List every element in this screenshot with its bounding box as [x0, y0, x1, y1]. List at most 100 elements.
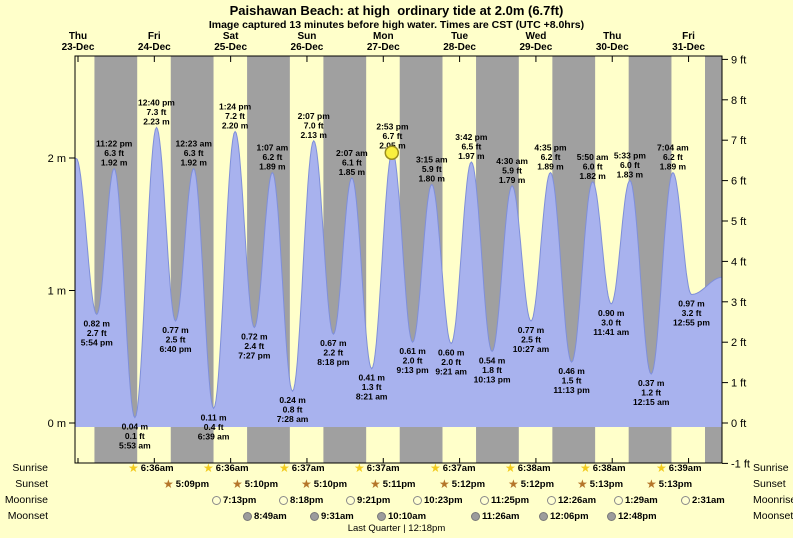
high-tide-annotation: 1.89 m: [259, 162, 286, 172]
moonset-entry: 9:31am: [310, 510, 354, 523]
low-tide-annotation: 12:55 pm: [673, 317, 710, 327]
moonrise-entry: 9:21pm: [346, 494, 390, 507]
moonset-time: 9:31am: [321, 511, 354, 522]
day-label-dow: Sat: [223, 31, 239, 42]
sunrise-time: 6:37am: [291, 463, 325, 474]
day-label-dow: Thu: [69, 31, 87, 42]
day-label-dow: Sun: [298, 31, 317, 42]
low-tide-annotation: 0.97 m: [678, 298, 705, 308]
high-tide-annotation: 1.80 m: [419, 174, 446, 184]
sunrise-entry: ★ 6:37am: [279, 462, 325, 475]
moonrise-icon: [346, 496, 355, 505]
low-tide-annotation: 3.0 ft: [601, 317, 621, 327]
moonrise-time: 1:29am: [625, 495, 658, 506]
day-label-date: 25-Dec: [214, 42, 247, 53]
high-tide-annotation: 2.23 m: [143, 117, 170, 127]
high-tide-annotation: 7.0 ft: [304, 120, 324, 130]
sunrise-time: 6:36am: [140, 463, 174, 474]
sunrise-entry: ★ 6:38am: [505, 462, 551, 475]
moonrise-time: 8:18pm: [290, 495, 324, 506]
day-label-date: 31-Dec: [672, 42, 705, 53]
high-tide-annotation: 12:40 pm: [138, 98, 175, 108]
sunrise-icon: ★: [279, 461, 290, 475]
day-label-dow: Fri: [682, 31, 695, 42]
moonrise-icon: [480, 496, 489, 505]
astro-row-label-right-moonrise: Moonrise: [753, 494, 793, 506]
moonrise-time: 7:13pm: [223, 495, 257, 506]
low-tide-annotation: 2.4 ft: [244, 341, 264, 351]
moon-phase-note: Last Quarter | 12:18pm: [347, 523, 446, 534]
high-tide-annotation: 1.83 m: [617, 170, 644, 180]
moonset-icon: [607, 512, 616, 521]
low-tide-annotation: 1.8 ft: [482, 365, 502, 375]
low-tide-annotation: 6:39 am: [198, 431, 230, 441]
moonrise-icon: [212, 496, 221, 505]
sunset-time: 5:10pm: [244, 479, 279, 490]
sunrise-entry: ★ 6:38am: [580, 462, 626, 475]
sunrise-entry: ★ 6:37am: [430, 462, 476, 475]
day-label-dow: Tue: [451, 31, 468, 42]
moonrise-entry: 12:26am: [547, 494, 596, 507]
sunset-time: 5:13pm: [658, 479, 693, 490]
high-tide-annotation: 6.7 ft: [383, 131, 403, 141]
day-label-date: 23-Dec: [62, 42, 95, 53]
day-label-date: 29-Dec: [520, 42, 553, 53]
moonset-entry: 12:06pm: [539, 510, 589, 523]
moonrise-entry: 2:31am: [681, 494, 725, 507]
sunset-entry: ★ 5:10pm: [301, 478, 347, 491]
low-tide-annotation: 0.77 m: [518, 325, 545, 335]
astro-row-label-left-sunset: Sunset: [15, 478, 48, 490]
tide-chart: Thu23-DecFri24-DecSat25-DecSun26-DecMon2…: [48, 31, 750, 470]
low-tide-annotation: 7:27 pm: [238, 351, 271, 361]
high-tide-annotation: 1.92 m: [180, 158, 207, 168]
moonrise-entry: 8:18pm: [279, 494, 323, 507]
low-tide-annotation: 2.7 ft: [87, 328, 107, 338]
low-tide-annotation: 10:27 am: [513, 344, 550, 354]
low-tide-annotation: 0.1 ft: [125, 431, 145, 441]
day-label-date: 26-Dec: [291, 42, 324, 53]
low-tide-annotation: 9:21 am: [435, 367, 467, 377]
tide-water-area: [75, 127, 722, 427]
sunset-time: 5:10pm: [313, 479, 348, 490]
low-tide-annotation: 0.72 m: [241, 332, 268, 342]
sunrise-time: 6:37am: [442, 463, 476, 474]
low-tide-annotation: 0.04 m: [122, 422, 149, 432]
sunrise-icon: ★: [354, 461, 365, 475]
high-tide-annotation: 6.2 ft: [541, 152, 561, 162]
low-tide-annotation: 8:18 pm: [317, 357, 350, 367]
high-tide-annotation: 6.5 ft: [461, 141, 481, 151]
high-tide-annotation: 4:30 am: [496, 156, 528, 166]
high-tide-annotation: 2.20 m: [222, 121, 249, 131]
high-tide-annotation: 6.2 ft: [663, 152, 683, 162]
low-tide-annotation: 0.11 m: [201, 412, 227, 422]
moonrise-entry: 10:23pm: [413, 494, 463, 507]
moonset-entry: 12:48pm: [607, 510, 657, 523]
y-right-label: 0 ft: [731, 418, 746, 430]
moonrise-icon: [614, 496, 623, 505]
high-tide-annotation: 5.9 ft: [502, 165, 522, 175]
sunset-time: 5:12pm: [451, 479, 486, 490]
low-tide-annotation: 3.2 ft: [682, 308, 702, 318]
high-tide-annotation: 6.0 ft: [583, 161, 603, 171]
high-tide-annotation: 1.82 m: [579, 171, 606, 181]
moonrise-icon: [681, 496, 690, 505]
sunrise-entry: ★ 6:39am: [656, 462, 702, 475]
sunset-icon: ★: [232, 477, 243, 491]
sunrise-icon: ★: [505, 461, 516, 475]
high-tide-annotation: 6.3 ft: [104, 148, 124, 158]
astro-row-label-right-sunset: Sunset: [753, 478, 786, 490]
high-tide-annotation: 1:07 am: [257, 143, 289, 153]
y-right-label: 8 ft: [731, 95, 746, 107]
high-tide-annotation: 1.89 m: [537, 162, 564, 172]
high-tide-annotation: 5:50 am: [577, 152, 609, 162]
page-subtitle: Image captured 13 minutes before high wa…: [208, 19, 585, 31]
moonrise-time: 12:26am: [558, 495, 597, 506]
low-tide-annotation: 1.5 ft: [562, 376, 582, 386]
high-tide-annotation: 1.85 m: [339, 167, 366, 177]
low-tide-annotation: 5:53 am: [119, 441, 151, 451]
page-title: Paishawan Beach: at high ordinary tide a…: [229, 3, 564, 18]
y-left-label: 0 m: [48, 418, 66, 430]
low-tide-annotation: 0.67 m: [320, 338, 347, 348]
high-tide-annotation: 2:07 pm: [298, 111, 331, 121]
moonset-icon: [377, 512, 386, 521]
